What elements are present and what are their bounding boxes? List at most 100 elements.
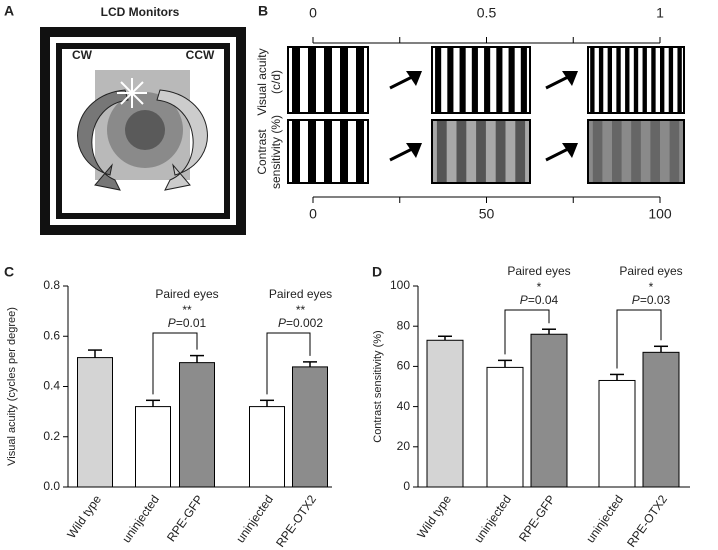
significance-bracket bbox=[152, 332, 198, 395]
p-value: P=0.03 bbox=[632, 293, 671, 307]
significance-bracket bbox=[504, 309, 550, 355]
grating-stripe bbox=[592, 120, 603, 183]
p-value: P=0.01 bbox=[168, 316, 207, 330]
y-axis-label: Contrast sensitivity (%) bbox=[372, 330, 384, 442]
x-tick-label: RPE-GFP bbox=[516, 493, 558, 545]
x-tick-label: RPE-OTX2 bbox=[624, 492, 670, 549]
panel-label: C bbox=[4, 264, 14, 280]
annotation-title: Paired eyes bbox=[619, 264, 682, 278]
panel-a-drawing bbox=[40, 27, 246, 235]
bar bbox=[642, 351, 680, 488]
grating-stripe bbox=[356, 47, 364, 113]
scale-label: 50 bbox=[479, 206, 495, 222]
x-tick-label: uninjected bbox=[471, 493, 514, 546]
arrow-shaft bbox=[545, 74, 571, 90]
p-label: P bbox=[632, 293, 640, 307]
scale-label: 100 bbox=[648, 206, 672, 222]
panel-label: B bbox=[258, 3, 268, 19]
grating-stripe bbox=[677, 47, 682, 113]
grating-stripe bbox=[340, 120, 348, 183]
bar bbox=[179, 362, 215, 488]
annotation-title: Paired eyes bbox=[155, 287, 218, 301]
arrow-shaft bbox=[389, 146, 415, 162]
arrow-head bbox=[562, 143, 578, 158]
y-tick-label: 100 bbox=[390, 278, 410, 292]
x-tick-label: Wild type bbox=[414, 492, 454, 541]
grating-stripe bbox=[515, 120, 526, 183]
p-number: =0.01 bbox=[176, 316, 207, 330]
grating-stripe bbox=[625, 47, 630, 113]
panel-a-title: LCD Monitors bbox=[101, 5, 180, 19]
y-tick-label: 0 bbox=[403, 479, 410, 493]
pupil bbox=[125, 110, 165, 150]
grating-stripe bbox=[660, 47, 665, 113]
grating-stripe bbox=[308, 47, 316, 113]
significance-stars: * bbox=[537, 280, 542, 294]
bar bbox=[530, 333, 568, 488]
panel-a-label: CCW bbox=[186, 48, 215, 62]
p-number: =0.04 bbox=[528, 293, 559, 307]
grating-stripe bbox=[495, 120, 506, 183]
annotation-title: Paired eyes bbox=[507, 264, 570, 278]
grating-border bbox=[431, 119, 531, 184]
x-tick-label: uninjected bbox=[233, 493, 276, 546]
grating-stripe bbox=[471, 47, 478, 113]
grating-stripe bbox=[484, 47, 491, 113]
significance-bracket bbox=[616, 309, 662, 369]
p-label: P bbox=[168, 316, 176, 330]
grating-border bbox=[287, 119, 369, 184]
grating-stripe bbox=[607, 47, 612, 113]
grating-stripe bbox=[668, 47, 674, 113]
row-label: Contrast sensitivity (%) bbox=[255, 115, 283, 189]
grating-stripe bbox=[459, 47, 466, 113]
panel-label: A bbox=[4, 3, 14, 19]
arrow-head bbox=[406, 71, 422, 86]
significance-bracket bbox=[266, 332, 311, 395]
x-tick-label: uninjected bbox=[119, 493, 162, 546]
y-tick-label: 0.0 bbox=[43, 479, 60, 493]
grating-border bbox=[431, 46, 531, 114]
star bbox=[117, 78, 147, 108]
scale-label: 0 bbox=[309, 206, 317, 222]
ccw-arrow bbox=[156, 89, 208, 191]
row-label-line: sensitivity (%) bbox=[269, 115, 283, 189]
x-tick-label: RPE-OTX2 bbox=[273, 492, 319, 549]
y-axis-label: Visual acuity (cycles per degree) bbox=[6, 307, 18, 466]
panel-a-label: CW bbox=[72, 48, 93, 62]
significance-stars: * bbox=[649, 280, 654, 294]
bar bbox=[135, 406, 171, 488]
grating-border bbox=[587, 46, 685, 114]
x-tick-label: uninjected bbox=[583, 493, 626, 546]
grating-stripe bbox=[650, 120, 660, 183]
y-tick-label: 60 bbox=[397, 359, 411, 373]
grating-stripe bbox=[520, 47, 527, 113]
arrow-head bbox=[562, 71, 578, 86]
y-tick-label: 40 bbox=[397, 399, 411, 413]
grating-stripe bbox=[616, 47, 621, 113]
x-tick-label: Wild type bbox=[64, 492, 104, 541]
grating-stripe bbox=[292, 120, 300, 183]
grating-stripe bbox=[324, 47, 332, 113]
row-label-line: (c/d) bbox=[269, 70, 283, 94]
grating-stripe bbox=[669, 120, 680, 183]
panel-label: D bbox=[372, 264, 382, 280]
row-label-line: Contrast bbox=[255, 129, 269, 175]
bar bbox=[426, 339, 464, 488]
scale-label: 1 bbox=[656, 5, 664, 21]
grating-stripe bbox=[436, 120, 447, 183]
grating-stripe bbox=[496, 47, 503, 113]
bar bbox=[486, 366, 524, 488]
y-tick-label: 0.6 bbox=[43, 328, 60, 342]
y-tick-label: 0.2 bbox=[43, 429, 60, 443]
scale-label: 0 bbox=[309, 5, 317, 21]
p-number: =0.03 bbox=[640, 293, 671, 307]
grating-stripe bbox=[642, 47, 647, 113]
grating-stripe bbox=[476, 120, 486, 183]
grating-stripe bbox=[324, 120, 332, 183]
grating-stripe bbox=[508, 47, 515, 113]
grating-border bbox=[287, 46, 369, 114]
grating-stripe bbox=[598, 47, 604, 113]
arrow-shaft bbox=[545, 146, 571, 162]
y-tick-label: 80 bbox=[397, 318, 411, 332]
